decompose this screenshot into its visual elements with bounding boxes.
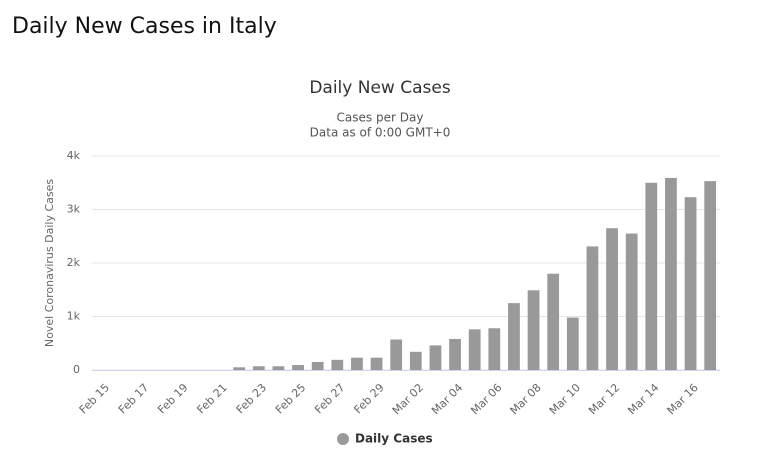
bar	[468, 329, 481, 370]
x-tick-label: Mar 10	[547, 381, 583, 417]
x-tick-label: Mar 06	[468, 381, 504, 417]
bar	[233, 367, 246, 370]
bar	[665, 177, 677, 370]
x-tick-label: Feb 17	[116, 381, 151, 416]
bar	[488, 328, 501, 370]
x-tick-label: Feb 15	[77, 381, 112, 416]
bar	[429, 345, 442, 370]
y-tick-label: 0	[73, 363, 80, 376]
x-tick-label: Mar 08	[508, 381, 544, 417]
bar	[566, 317, 579, 370]
bar	[606, 228, 618, 370]
x-tick-label: Mar 16	[665, 381, 701, 417]
x-tick-label: Mar 04	[429, 381, 465, 417]
bar	[351, 357, 363, 370]
bar	[409, 351, 422, 370]
legend-label[interactable]: Daily Cases	[355, 432, 433, 446]
y-tick-label: 4k	[67, 149, 81, 162]
bar	[704, 181, 717, 370]
x-tick-label: Feb 29	[351, 381, 386, 416]
bar	[586, 246, 599, 370]
page-heading: Daily New Cases in Italy	[12, 14, 277, 39]
bar	[508, 303, 520, 370]
bar	[390, 339, 403, 370]
bar	[625, 233, 638, 370]
y-tick-label: 1k	[67, 310, 81, 323]
y-tick-label: 3k	[67, 203, 81, 216]
x-tick-label: Feb 23	[234, 381, 269, 416]
bar	[311, 361, 324, 370]
bar	[272, 366, 285, 370]
bar	[527, 290, 540, 370]
chart-subtitle: Cases per Day	[337, 111, 424, 125]
bar	[645, 182, 658, 370]
x-tick-label: Feb 25	[273, 381, 308, 416]
chart-subtitle: Data as of 0:00 GMT+0	[310, 126, 451, 140]
bar	[292, 365, 304, 370]
x-tick-label: Feb 19	[155, 381, 190, 416]
y-axis-label: Novel Coronavirus Daily Cases	[43, 179, 56, 347]
bar	[331, 359, 344, 370]
x-tick-label: Mar 02	[390, 381, 426, 417]
bar	[449, 338, 461, 370]
chart-title: Daily New Cases	[309, 78, 451, 98]
bar	[684, 197, 697, 370]
x-tick-label: Mar 14	[625, 381, 661, 417]
bar	[370, 357, 383, 370]
bar	[547, 273, 560, 370]
y-tick-label: 2k	[67, 256, 81, 269]
x-tick-label: Feb 27	[312, 381, 347, 416]
x-tick-label: Mar 12	[586, 381, 622, 417]
legend-marker	[337, 433, 349, 445]
x-tick-label: Feb 21	[194, 381, 229, 416]
bar	[252, 366, 265, 370]
